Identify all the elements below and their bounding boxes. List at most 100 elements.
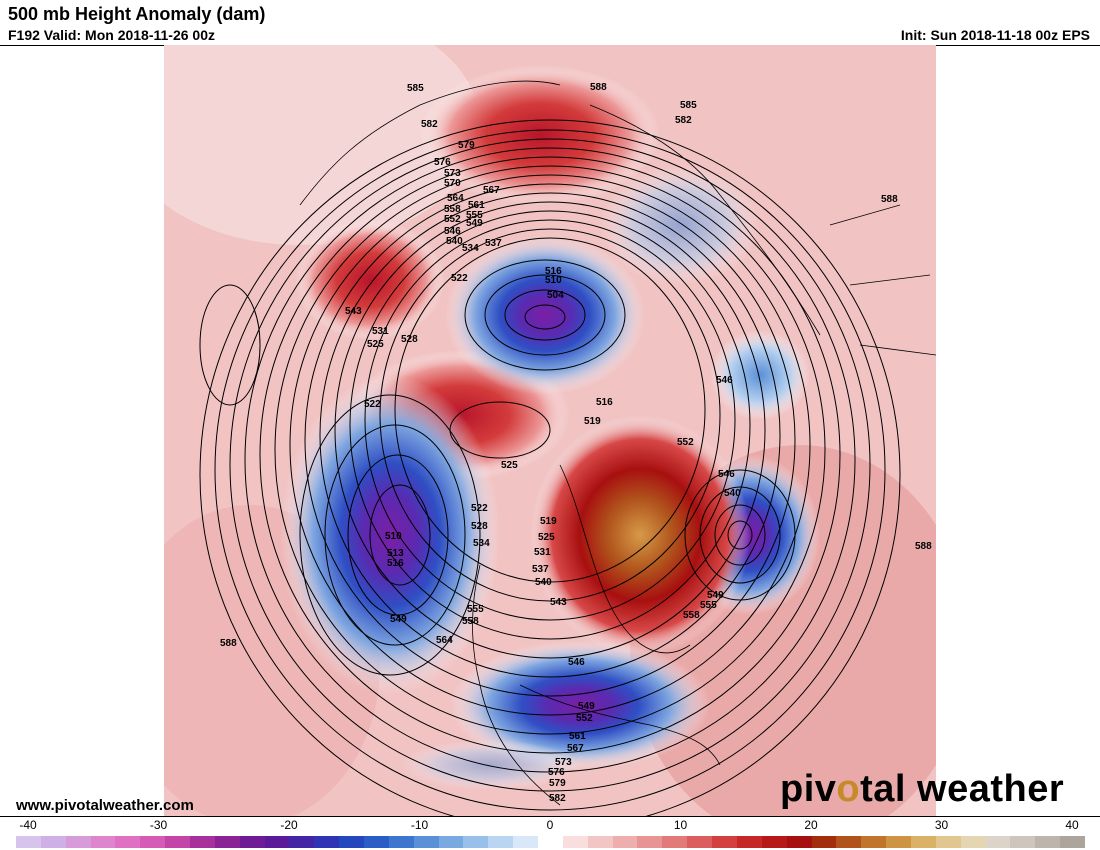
- contour-label: 546: [444, 226, 461, 237]
- contour-label: 585: [680, 100, 697, 111]
- colorbar-swatch: [165, 836, 191, 848]
- contour-label: 528: [401, 334, 418, 345]
- contour-label: 555: [700, 600, 717, 611]
- colorbar-swatch: [65, 836, 91, 848]
- trough-siberia: [445, 235, 645, 395]
- contour-label: 522: [471, 503, 488, 514]
- contour-label: 561: [569, 731, 586, 742]
- contour-label: 558: [683, 610, 700, 621]
- colorbar-swatch: [712, 836, 737, 848]
- colorbar-swatch: [90, 836, 116, 848]
- brand-text-post: tal weather: [860, 768, 1065, 810]
- colorbar-tick-label: 30: [934, 818, 949, 832]
- contour-label: 525: [367, 339, 384, 350]
- contour-label: 516: [596, 397, 613, 408]
- colorbar-swatch: [935, 836, 961, 848]
- colorbar-swatch: [339, 836, 365, 848]
- contour-label: 579: [549, 778, 566, 789]
- contour-label: 549: [578, 701, 595, 712]
- site-url: www.pivotalweather.com: [16, 797, 194, 814]
- colorbar-swatch: [1035, 836, 1061, 848]
- colorbar-swatch: [140, 836, 166, 848]
- contour-label: 513: [387, 548, 404, 559]
- contour-label: 510: [545, 275, 562, 286]
- contour-label: 582: [675, 115, 692, 126]
- contour-label: 534: [473, 538, 490, 549]
- contour-label: 531: [372, 326, 389, 337]
- contour-label: 528: [471, 521, 488, 532]
- colorbar-swatch: [364, 836, 389, 848]
- colorbar-swatch: [886, 836, 911, 848]
- colorbar-swatch: [264, 836, 290, 848]
- trough-south: [450, 640, 710, 770]
- contour-label: 585: [407, 83, 424, 94]
- colorbar-swatch: [687, 836, 713, 848]
- contour-label: 558: [444, 204, 461, 215]
- contour-label: 540: [446, 236, 463, 247]
- contour-label: 522: [364, 399, 381, 410]
- colorbar-swatch: [736, 836, 762, 848]
- colorbar-swatch: [538, 836, 563, 848]
- colorbar-swatch: [960, 836, 986, 848]
- contour-label: 564: [436, 635, 453, 646]
- contour-label: 504: [547, 290, 564, 301]
- brand-text-pre: piv: [780, 768, 837, 810]
- colorbar-swatch: [413, 836, 439, 848]
- contour-label: 588: [220, 638, 237, 649]
- colorbar-swatch: [388, 836, 414, 848]
- contour-label: 540: [724, 488, 741, 499]
- contour-label: 549: [466, 218, 483, 229]
- contour-label: 567: [567, 743, 584, 754]
- trough-north-atlantic: [280, 375, 500, 695]
- colorbar-tick-label: -10: [410, 818, 429, 832]
- contour-label: 570: [444, 178, 461, 189]
- colorbar-swatch: [786, 836, 812, 848]
- contour-label: 555: [467, 604, 484, 615]
- height-anomaly-map: 585 588 582 585 582 579 576 573 570 567 …: [0, 45, 1100, 816]
- contour-label: 573: [444, 168, 461, 179]
- colorbar-swatch: [314, 836, 340, 848]
- colorbar-tick-label: -30: [149, 818, 168, 832]
- brand-logo: pivotal weather: [780, 768, 1064, 811]
- contour-label: 537: [485, 238, 502, 249]
- contour-label: 582: [421, 119, 438, 130]
- contour-label: 576: [434, 157, 451, 168]
- contour-label: 525: [538, 532, 555, 543]
- colorbar-ticks: -40 -30 -20 -10 0 10 20 30 40: [0, 818, 1100, 834]
- contour-label: 579: [458, 140, 475, 151]
- contour-label: 546: [716, 375, 733, 386]
- contour-label: 549: [707, 590, 724, 601]
- contour-label: 543: [550, 597, 567, 608]
- colorbar-swatch: [488, 836, 514, 848]
- colorbar-swatch: [214, 836, 240, 848]
- colorbar-swatch: [761, 836, 787, 848]
- contour-label: 582: [549, 793, 566, 804]
- ridge-europe: [530, 415, 750, 655]
- colorbar-swatch: [861, 836, 887, 848]
- colorbar-swatch: [985, 836, 1011, 848]
- contour-label: 510: [385, 531, 402, 542]
- contour-label: 558: [462, 616, 479, 627]
- contour-label: 588: [915, 541, 932, 552]
- colorbar-swatch: [513, 836, 539, 848]
- contour-label: 555: [466, 210, 483, 221]
- contour-label: 525: [501, 460, 518, 471]
- colorbar-swatch: [463, 836, 489, 848]
- colorbar-swatch: [811, 836, 837, 848]
- colorbar-swatch: [1060, 836, 1085, 848]
- colorbar-swatch: [40, 836, 66, 848]
- colorbar-swatch: [190, 836, 215, 848]
- colorbar-swatch: [239, 836, 265, 848]
- contour-label: 534: [462, 243, 479, 254]
- colorbar-swatch: [910, 836, 936, 848]
- contour-label: 522: [451, 273, 468, 284]
- contour-label: 576: [548, 767, 565, 778]
- colorbar-tick-label: 40: [1065, 818, 1079, 832]
- brand-dot-icon: o: [836, 768, 861, 810]
- contour-label: 588: [881, 194, 898, 205]
- colorbar-swatch: [612, 836, 638, 848]
- contour-label: 564: [447, 193, 464, 204]
- contour-label: 573: [555, 757, 572, 768]
- contour-label: 549: [390, 614, 407, 625]
- colorbar-tick-label: -20: [280, 818, 298, 832]
